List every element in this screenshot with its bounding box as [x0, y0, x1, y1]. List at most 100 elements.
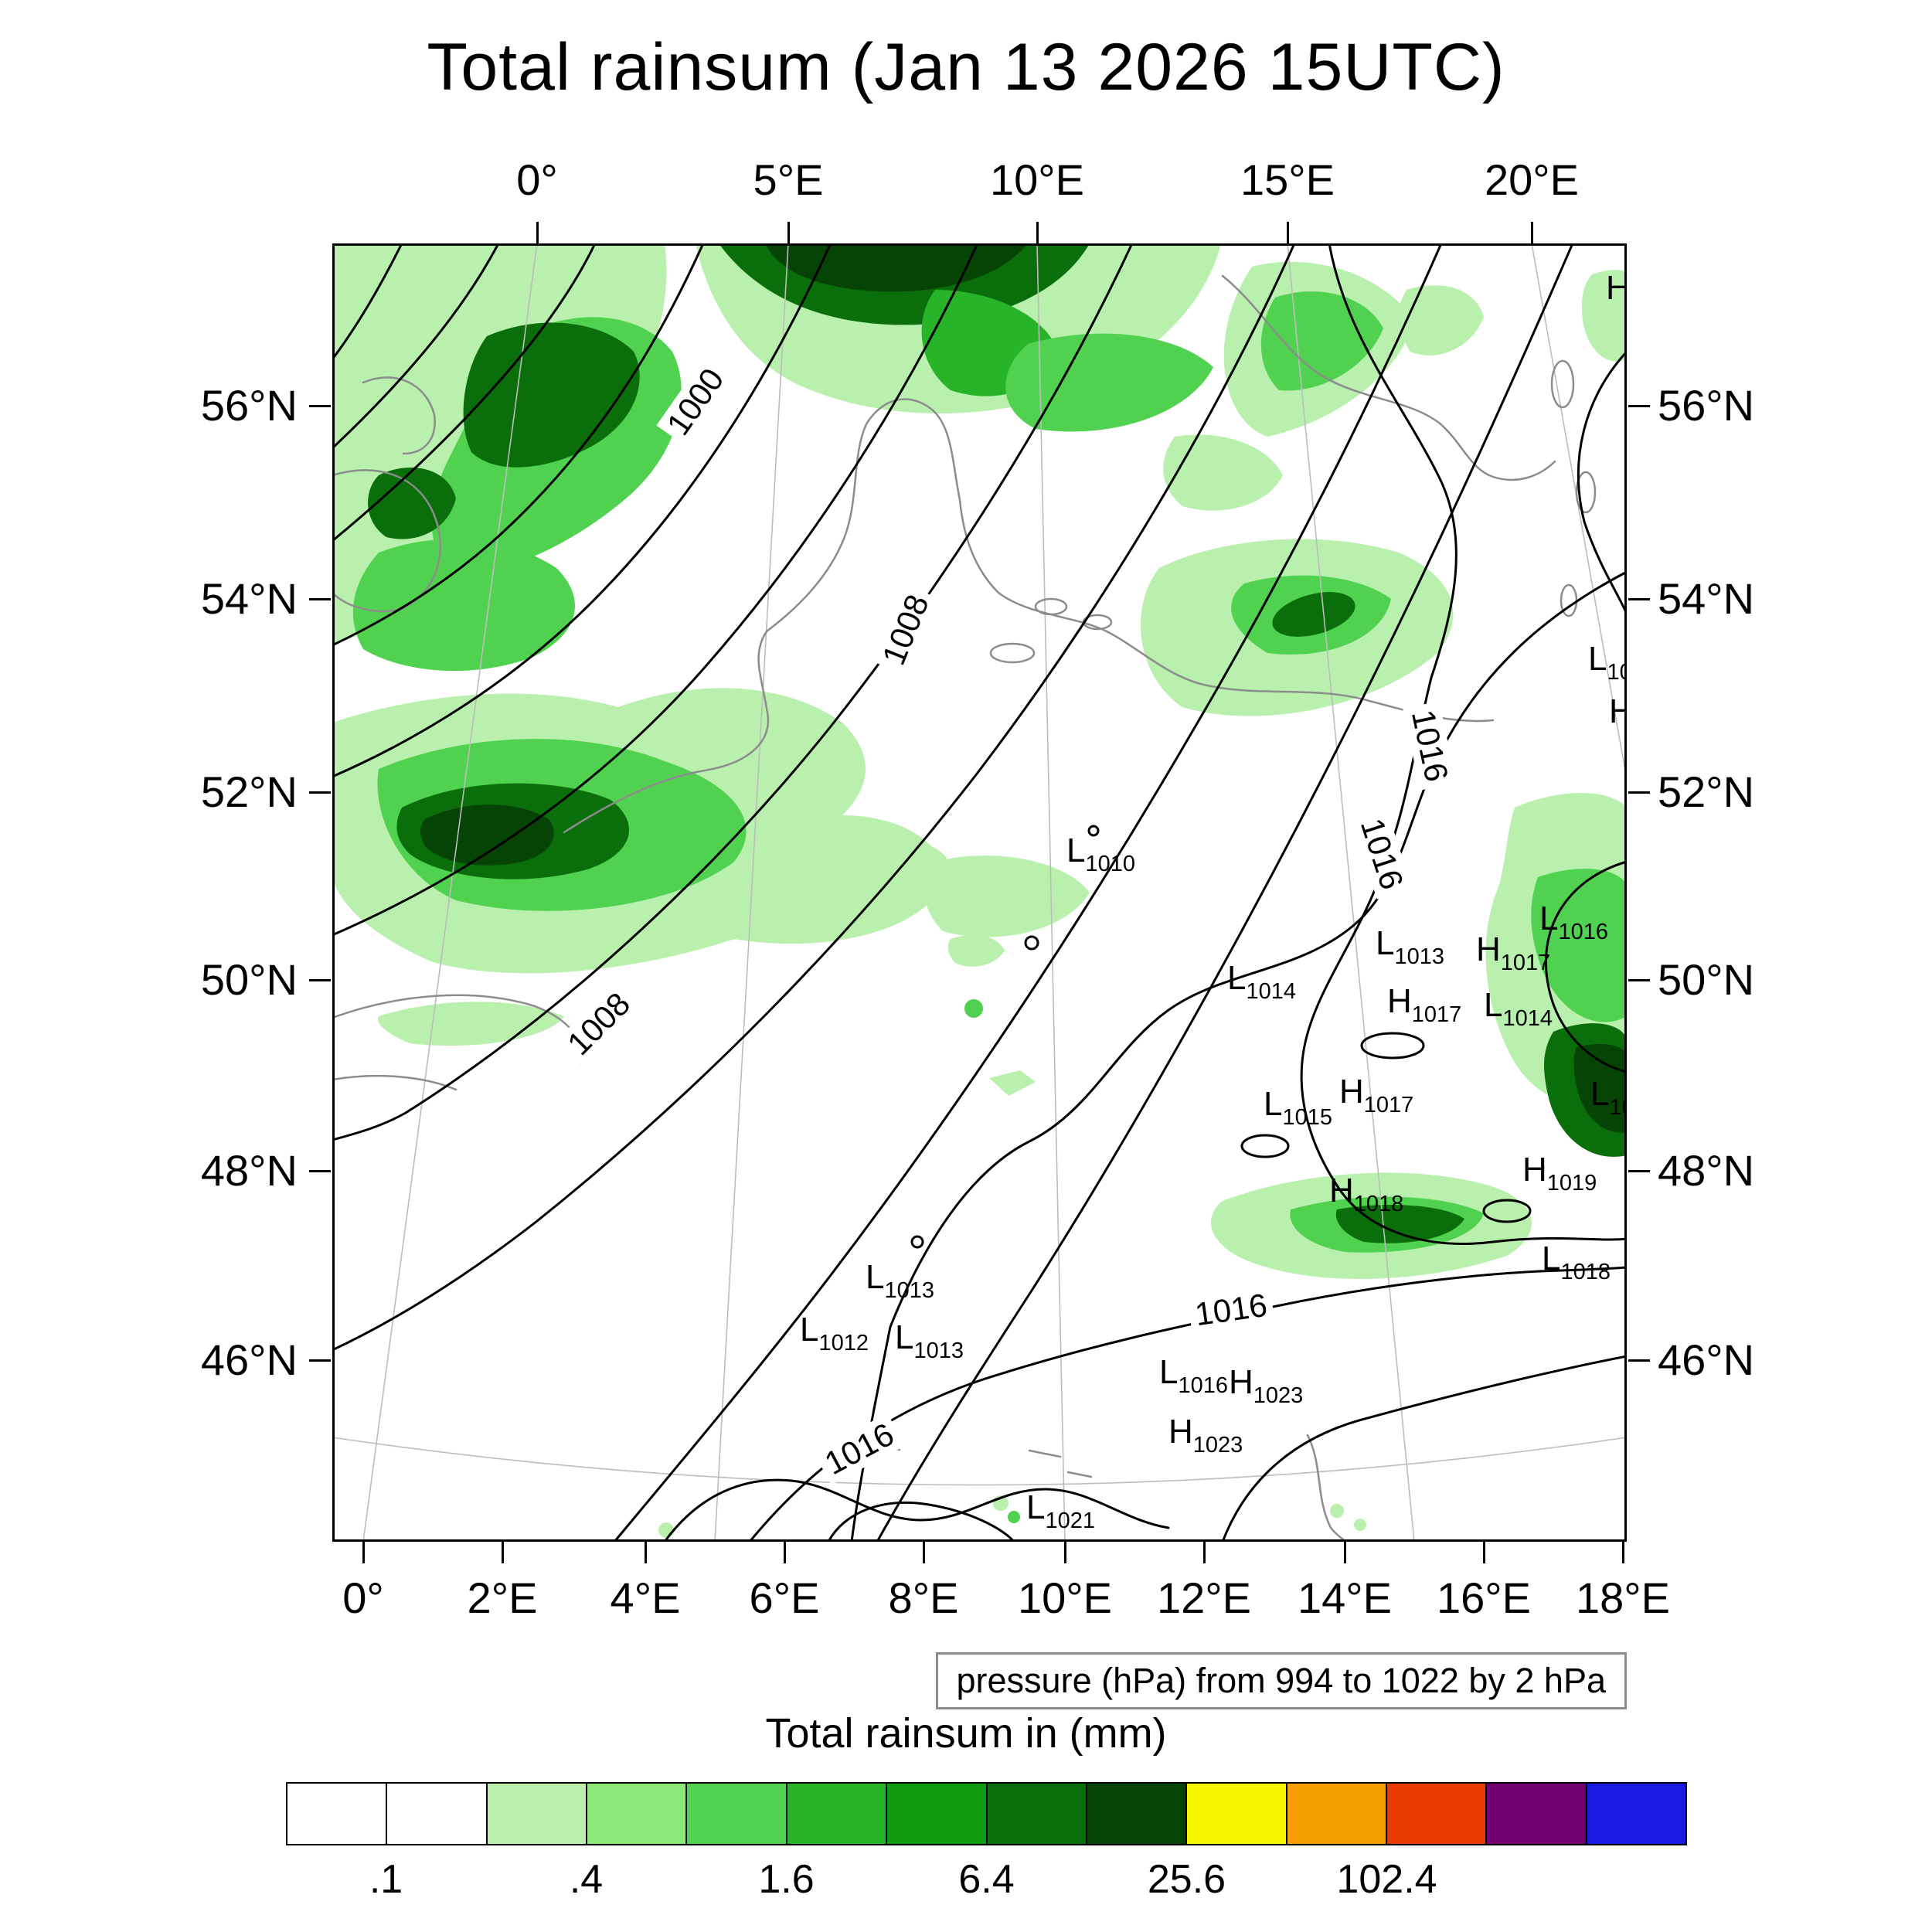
rain-patch: [924, 855, 1090, 937]
pressure-center-l: L1012: [800, 1311, 869, 1355]
axis-label-bottom: 10°E: [1017, 1573, 1113, 1622]
axis-label-left: 56°N: [200, 381, 298, 430]
svg-text:1008: 1008: [875, 590, 936, 670]
colorbar-cell: [785, 1782, 888, 1845]
axis-tick-left: [309, 1169, 331, 1172]
rain-patch: [1330, 1504, 1344, 1518]
pressure-center-l: L1013: [1376, 924, 1444, 969]
pressure-center-h: H1018: [1329, 1172, 1403, 1216]
pressure-center-l: L1018: [1542, 1240, 1611, 1284]
isobar: [332, 243, 705, 647]
isobar: [1545, 860, 1627, 1073]
pressure-legend: pressure (hPa) from 994 to 1022 by 2 hPa: [935, 1652, 1627, 1709]
island: [1575, 471, 1597, 514]
svg-text:1016: 1016: [818, 1416, 900, 1481]
isobar-value-label: 1016: [814, 1413, 905, 1485]
colorbar-cell: [1485, 1782, 1587, 1845]
axis-label-left: 52°N: [200, 767, 298, 816]
colorbar-label: .1: [369, 1857, 403, 1902]
colorbar-cell: [886, 1782, 988, 1845]
rain-patch: [1008, 1511, 1020, 1523]
axis-label-bottom: 2°E: [467, 1573, 538, 1622]
pressure-center-l: L1013: [895, 1318, 964, 1363]
axis-label-top: 20°E: [1484, 155, 1580, 204]
axis-tick-bottom: [1482, 1542, 1485, 1563]
isobar: [1221, 1355, 1627, 1542]
isobar: [748, 1266, 1627, 1542]
pressure-center-l: L10: [1590, 1075, 1627, 1120]
pressure-center-l: L1013: [866, 1258, 934, 1303]
axis-label-left: 46°N: [200, 1335, 298, 1384]
isobar-value-label: 1016: [1403, 701, 1457, 791]
rain-patch: [378, 1002, 564, 1046]
axis-tick-right: [1628, 978, 1650, 981]
isobar: [332, 243, 979, 937]
rain-patch: [1531, 869, 1627, 1022]
isobar: [332, 243, 500, 450]
axis-label-top: 10°E: [989, 155, 1085, 204]
lake: [1028, 1449, 1062, 1458]
pressure-center-l: L1021: [1026, 1488, 1095, 1533]
pressure-contour-layer: [332, 243, 1627, 1542]
colorbar-label: 6.4: [958, 1857, 1015, 1902]
colorbar-cell: [1385, 1782, 1488, 1845]
rain-patch: [947, 935, 1005, 967]
rain-patch: [1005, 333, 1213, 432]
colorbar-label: 1.6: [758, 1857, 815, 1902]
colorbar-label: 102.4: [1336, 1857, 1437, 1902]
axis-label-bottom: 14°E: [1297, 1573, 1393, 1622]
colorbar-cell: [1285, 1782, 1387, 1845]
colorbar: [286, 1782, 1688, 1845]
axis-label-right: 46°N: [1658, 1335, 1755, 1384]
island: [1034, 597, 1068, 616]
graticule-layer: [332, 243, 1627, 1542]
pressure-center-layer: L1010 L1013 H1017 L1014 H1017 L1014 L1016 L1015…: [800, 269, 1627, 1533]
axis-label-left: 54°N: [200, 574, 298, 623]
pressure-center-l: L1015: [1264, 1085, 1332, 1130]
isobar-closed: [1360, 1032, 1425, 1060]
axis-tick-top: [1286, 222, 1289, 243]
axis-tick-left: [309, 978, 331, 981]
axis-label-bottom: 4°E: [610, 1573, 681, 1622]
axis-label-bottom: 0°: [342, 1573, 384, 1622]
pressure-center-h: H1023: [1168, 1413, 1243, 1458]
isobar: [613, 243, 1443, 1542]
coastline: [362, 376, 436, 455]
axis-tick-top: [1036, 222, 1039, 243]
axis-tick-top: [536, 222, 539, 243]
svg-text:1016: 1016: [1192, 1287, 1269, 1333]
rain-patch: [1354, 1519, 1366, 1531]
isobar-closed: [1482, 1199, 1532, 1223]
map-border: [332, 243, 1627, 1542]
axis-label-right: 48°N: [1658, 1146, 1755, 1195]
rain-patch: [765, 243, 1028, 292]
isobar: [332, 243, 1134, 1141]
isobar-value-label: 1008: [872, 583, 939, 676]
axis-label-bottom: 6°E: [749, 1573, 820, 1622]
axis-tick-right: [1628, 1169, 1650, 1172]
pressure-center-h: H1017: [1387, 982, 1461, 1027]
rain-patch: [658, 1522, 674, 1538]
axis-label-left: 48°N: [200, 1146, 298, 1195]
isobar: [332, 243, 1296, 1352]
axis-tick-bottom: [922, 1542, 925, 1563]
pressure-center-h: H1023: [1229, 1363, 1303, 1408]
rain-patch: [352, 539, 575, 672]
axis-tick-top: [1530, 222, 1533, 243]
rain-patch: [1272, 592, 1355, 637]
colorbar-cell: [1085, 1782, 1188, 1845]
pressure-center-l: L1014: [1484, 986, 1553, 1031]
island: [989, 642, 1036, 664]
axis-label-right: 50°N: [1658, 955, 1755, 1004]
rain-patch: [420, 804, 554, 866]
axis-tick-left: [309, 791, 331, 794]
pressure-center-h: H: [1609, 692, 1627, 730]
colorbar-title: Total rainsum in (mm): [765, 1710, 1167, 1757]
colorbar-cell: [586, 1782, 688, 1845]
isobar: [663, 1478, 1170, 1542]
rain-patch: [1581, 270, 1627, 362]
coastline: [563, 398, 1495, 834]
isobar: [332, 243, 403, 361]
axis-label-right: 56°N: [1658, 381, 1755, 430]
